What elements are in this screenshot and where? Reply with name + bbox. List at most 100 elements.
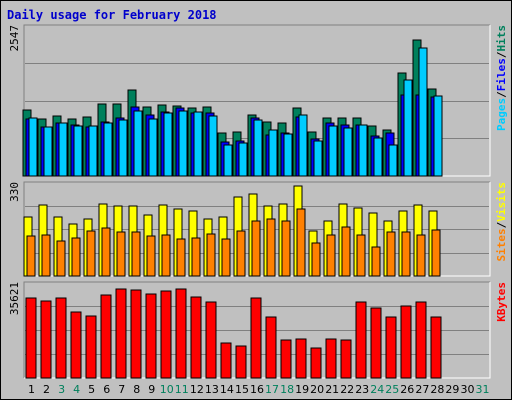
day-label: 21 [325,383,339,396]
kbytes-bar [310,347,322,379]
kbytes-bar [100,294,112,379]
pages-bar [433,95,443,177]
day-label: 3 [58,383,65,396]
day-label: 4 [73,383,80,396]
day-label: 14 [220,383,234,396]
kbytes-bar [160,290,172,379]
kbytes-bar [430,316,442,379]
day-label: 13 [205,383,219,396]
kbytes-bar [115,288,127,379]
legend-entry: / [495,91,508,98]
legend-entry: / [495,221,508,228]
pages-bar [88,125,98,177]
day-label: 26 [400,383,414,396]
kbytes-bar [295,338,307,379]
legend-entry: Hits [495,25,508,52]
pages-bar [343,127,353,177]
kbytes-bar [325,338,337,379]
sites-bar [431,229,441,277]
pages-bar [58,122,68,177]
pages-bar [418,47,428,177]
kbytes-bar [205,301,217,379]
sites-bar [191,237,201,277]
pages-bar [298,114,308,177]
sites-bar [56,240,66,277]
kbytes-bar [55,297,67,379]
legend-label: Pages/Files/Hits [495,25,508,131]
y-max-label: 35621 [8,282,21,315]
legend-entry: Visits [495,182,508,222]
day-label: 30 [461,383,475,396]
plot-bevel-dark [23,281,490,378]
sites-bar [401,231,411,277]
day-label: 2 [43,383,50,396]
pages-bar [133,110,143,177]
sites-bar [356,234,366,277]
day-label: 24 [370,383,384,396]
pages-bar [103,122,113,177]
sites-bar [341,226,351,277]
pages-bar [208,115,218,177]
pages-bar [178,110,188,177]
kbytes-bar [175,288,187,379]
kbytes-bar [145,293,157,379]
day-label: 11 [175,383,189,396]
kbytes-bar [340,339,352,379]
kbytes-bar [25,297,37,379]
pages-bar [373,137,383,177]
legend-label: KBytes [495,282,508,322]
sites-bar [116,231,126,277]
sites-bar [281,220,291,277]
kbytes-bar [220,342,232,379]
sites-bar [206,233,216,277]
kbytes-bar [130,289,142,379]
day-label: 7 [118,383,125,396]
pages-bar [403,79,413,177]
day-label: 6 [103,383,110,396]
pages-bar [253,119,263,177]
sites-bar [71,237,81,277]
chart-title: Daily usage for February 2018 [7,8,217,22]
sites-bar [386,231,396,277]
legend-label: Sites/Visits [495,182,508,262]
day-label: 20 [310,383,324,396]
kbytes-bar [400,305,412,379]
sites-bar [221,238,231,277]
sites-bar [296,208,306,277]
day-label: 12 [190,383,204,396]
legend-entry: / [495,51,508,58]
pages-bar [73,125,83,177]
sites-bar [326,234,336,277]
kbytes-bar [70,311,82,379]
sites-bar [26,235,36,277]
kbytes-bar [40,300,52,379]
pages-bar [268,129,278,177]
pages-bar [238,142,248,177]
y-max-label: 2547 [8,25,21,52]
sites-bar [131,231,141,277]
pages-bar [118,119,128,177]
y-max-label: 330 [8,182,21,202]
kbytes-bar [370,307,382,379]
day-label: 28 [430,383,444,396]
sites-bar [41,234,51,277]
day-label: 22 [340,383,354,396]
kbytes-bar [415,301,427,379]
pages-bar [388,144,398,177]
sites-bar [146,235,156,277]
pages-bar [283,133,293,177]
day-label: 16 [250,383,264,396]
sites-bar [161,234,171,277]
sites-bar [86,230,96,277]
legend-entry: Files [495,58,508,91]
kbytes-bar [385,316,397,379]
pages-bar [43,126,53,177]
kbytes-bar [250,297,262,379]
day-label: 15 [235,383,249,396]
pages-bar [328,125,338,177]
day-label: 18 [280,383,294,396]
pages-bar [148,118,158,177]
day-label: 19 [295,383,309,396]
day-label: 23 [355,383,369,396]
kbytes-bar [280,339,292,379]
